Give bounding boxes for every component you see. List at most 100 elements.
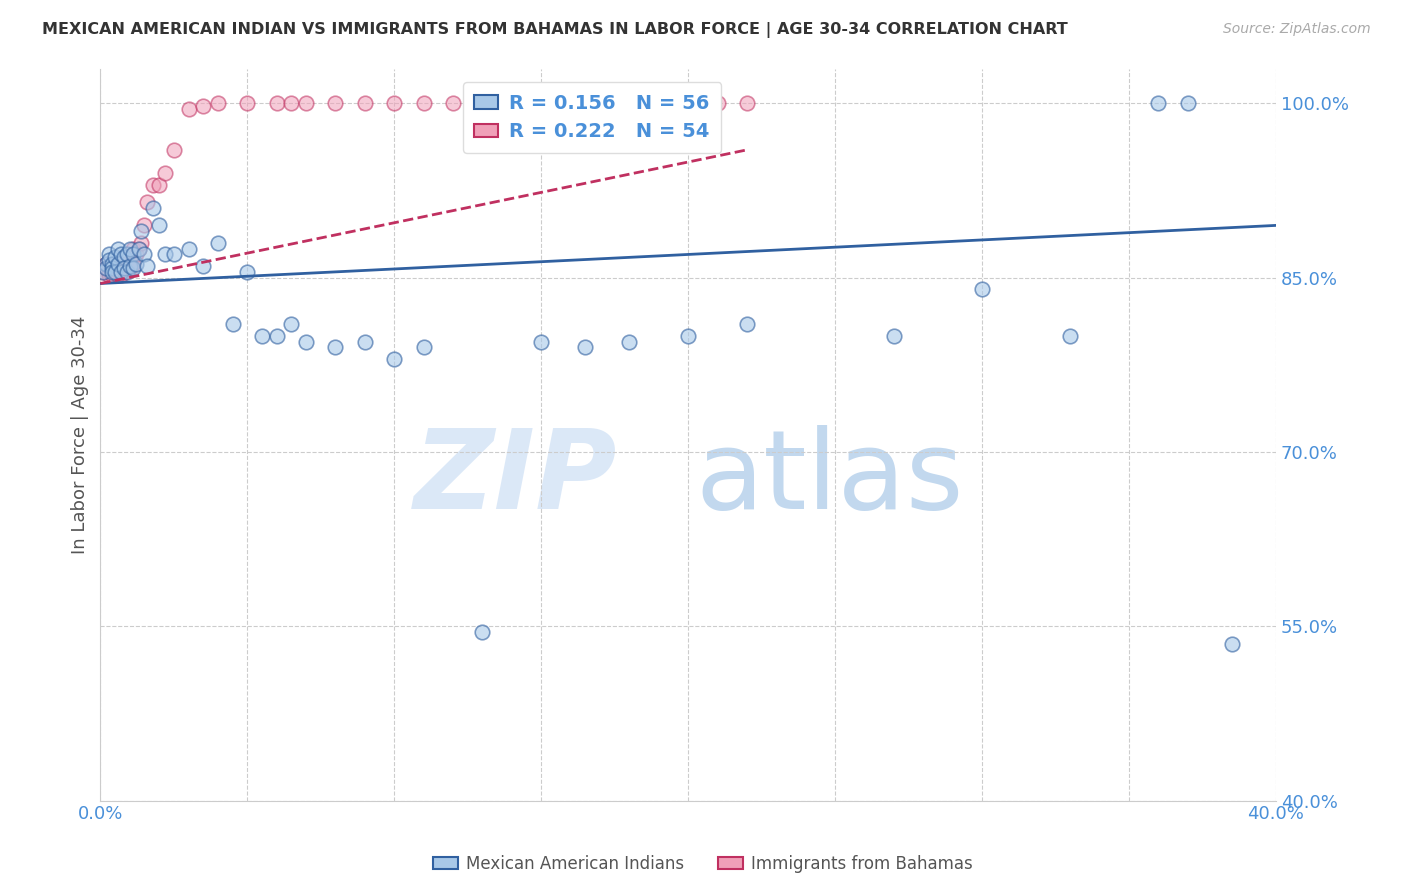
Point <box>121 247 143 261</box>
Point <box>101 268 124 283</box>
Point <box>676 328 699 343</box>
Point <box>98 261 121 276</box>
Point <box>112 261 135 276</box>
Point <box>735 317 758 331</box>
Point <box>153 166 176 180</box>
Point <box>96 257 118 271</box>
Point <box>221 317 243 331</box>
Point <box>112 265 135 279</box>
Point <box>136 195 159 210</box>
Point <box>354 96 377 111</box>
Point <box>104 265 127 279</box>
Legend: R = 0.156   N = 56, R = 0.222   N = 54: R = 0.156 N = 56, R = 0.222 N = 54 <box>463 82 721 153</box>
Point <box>91 265 114 279</box>
Point <box>295 334 318 349</box>
Point <box>1059 328 1081 343</box>
Point <box>471 96 494 111</box>
Point <box>110 261 132 276</box>
Point <box>325 340 347 354</box>
Point <box>280 317 302 331</box>
Point <box>142 178 165 192</box>
Point <box>118 259 141 273</box>
Point <box>118 261 141 276</box>
Y-axis label: In Labor Force | Age 30-34: In Labor Force | Age 30-34 <box>72 316 89 554</box>
Point <box>128 242 150 256</box>
Text: ZIP: ZIP <box>415 425 617 532</box>
Point <box>177 242 200 256</box>
Point <box>142 201 165 215</box>
Text: Source: ZipAtlas.com: Source: ZipAtlas.com <box>1223 22 1371 37</box>
Point <box>98 265 121 279</box>
Point <box>325 96 347 111</box>
Point <box>110 247 132 261</box>
Point <box>163 247 186 261</box>
Point <box>107 242 129 256</box>
Point <box>560 96 582 111</box>
Point <box>98 247 121 261</box>
Point <box>115 265 138 279</box>
Point <box>110 265 132 279</box>
Point <box>706 96 728 111</box>
Point <box>236 96 259 111</box>
Point <box>121 257 143 271</box>
Point <box>101 261 124 276</box>
Point <box>207 235 229 250</box>
Point <box>193 99 215 113</box>
Point <box>1147 96 1170 111</box>
Point <box>104 257 127 271</box>
Text: MEXICAN AMERICAN INDIAN VS IMMIGRANTS FROM BAHAMAS IN LABOR FORCE | AGE 30-34 CO: MEXICAN AMERICAN INDIAN VS IMMIGRANTS FR… <box>42 22 1069 38</box>
Point <box>236 265 259 279</box>
Point <box>96 261 118 276</box>
Point <box>501 96 523 111</box>
Point <box>110 268 132 283</box>
Point <box>124 257 146 271</box>
Point <box>115 247 138 261</box>
Point <box>574 340 596 354</box>
Point <box>589 96 612 111</box>
Point <box>177 102 200 116</box>
Point <box>112 250 135 264</box>
Point <box>101 265 124 279</box>
Point <box>101 257 124 271</box>
Point <box>107 268 129 283</box>
Point <box>98 268 121 283</box>
Point <box>118 242 141 256</box>
Point <box>163 143 186 157</box>
Point <box>112 257 135 271</box>
Point <box>148 219 170 233</box>
Point <box>530 334 553 349</box>
Point <box>134 247 156 261</box>
Point <box>1220 637 1243 651</box>
Point <box>91 265 114 279</box>
Text: atlas: atlas <box>695 425 963 532</box>
Point <box>96 257 118 271</box>
Point <box>121 242 143 256</box>
Point <box>883 328 905 343</box>
Point <box>1177 96 1199 111</box>
Point <box>107 265 129 279</box>
Point <box>280 96 302 111</box>
Point <box>735 96 758 111</box>
Point <box>412 340 434 354</box>
Point <box>96 261 118 276</box>
Point <box>412 96 434 111</box>
Point <box>619 334 641 349</box>
Point <box>676 96 699 111</box>
Point <box>121 261 143 276</box>
Point <box>619 96 641 111</box>
Point <box>207 96 229 111</box>
Point <box>266 96 288 111</box>
Point <box>441 96 464 111</box>
Point <box>124 247 146 261</box>
Point <box>382 96 405 111</box>
Point <box>98 253 121 268</box>
Point <box>471 625 494 640</box>
Point <box>134 219 156 233</box>
Point <box>131 235 153 250</box>
Point <box>128 242 150 256</box>
Point <box>104 261 127 276</box>
Legend: Mexican American Indians, Immigrants from Bahamas: Mexican American Indians, Immigrants fro… <box>426 848 980 880</box>
Point <box>354 334 377 349</box>
Point <box>104 250 127 264</box>
Point <box>148 178 170 192</box>
